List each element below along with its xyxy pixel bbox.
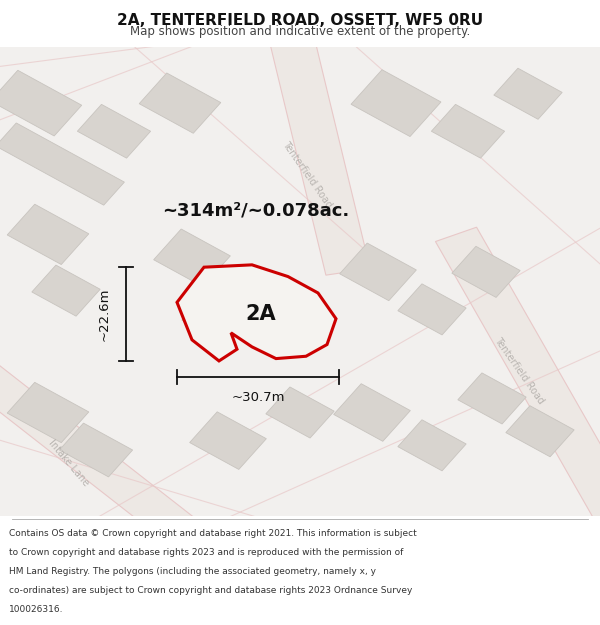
- Text: to Crown copyright and database rights 2023 and is reproduced with the permissio: to Crown copyright and database rights 2…: [9, 548, 403, 557]
- Text: 2A: 2A: [245, 304, 277, 324]
- Polygon shape: [32, 265, 100, 316]
- Polygon shape: [334, 384, 410, 441]
- Text: co-ordinates) are subject to Crown copyright and database rights 2023 Ordnance S: co-ordinates) are subject to Crown copyr…: [9, 586, 412, 595]
- Polygon shape: [266, 20, 370, 275]
- Polygon shape: [340, 243, 416, 301]
- Polygon shape: [266, 387, 334, 438]
- Text: ~22.6m: ~22.6m: [98, 288, 111, 341]
- Polygon shape: [0, 123, 124, 205]
- Polygon shape: [436, 228, 600, 546]
- Polygon shape: [398, 284, 466, 335]
- Text: ~314m²/~0.078ac.: ~314m²/~0.078ac.: [162, 202, 349, 220]
- Polygon shape: [351, 70, 441, 136]
- Text: Map shows position and indicative extent of the property.: Map shows position and indicative extent…: [130, 26, 470, 39]
- Polygon shape: [431, 104, 505, 158]
- Text: 100026316.: 100026316.: [9, 605, 64, 614]
- Polygon shape: [0, 354, 207, 551]
- Text: HM Land Registry. The polygons (including the associated geometry, namely x, y: HM Land Registry. The polygons (includin…: [9, 567, 376, 576]
- Text: Tenterfield Road: Tenterfield Road: [492, 335, 546, 406]
- Polygon shape: [0, 70, 82, 136]
- Polygon shape: [494, 68, 562, 119]
- Polygon shape: [182, 293, 250, 344]
- Polygon shape: [139, 73, 221, 133]
- Polygon shape: [398, 420, 466, 471]
- Polygon shape: [59, 423, 133, 477]
- Polygon shape: [77, 104, 151, 158]
- Polygon shape: [154, 229, 230, 287]
- Polygon shape: [452, 246, 520, 298]
- Polygon shape: [7, 204, 89, 264]
- Polygon shape: [458, 373, 526, 424]
- Polygon shape: [177, 265, 336, 361]
- Text: ~30.7m: ~30.7m: [231, 391, 285, 404]
- Text: Contains OS data © Crown copyright and database right 2021. This information is : Contains OS data © Crown copyright and d…: [9, 529, 417, 538]
- Text: Tenterfield Road: Tenterfield Road: [280, 139, 334, 209]
- Polygon shape: [190, 412, 266, 469]
- Text: Intake Lane: Intake Lane: [47, 438, 91, 488]
- Polygon shape: [506, 406, 574, 457]
- Polygon shape: [7, 382, 89, 442]
- Text: 2A, TENTERFIELD ROAD, OSSETT, WF5 0RU: 2A, TENTERFIELD ROAD, OSSETT, WF5 0RU: [117, 13, 483, 28]
